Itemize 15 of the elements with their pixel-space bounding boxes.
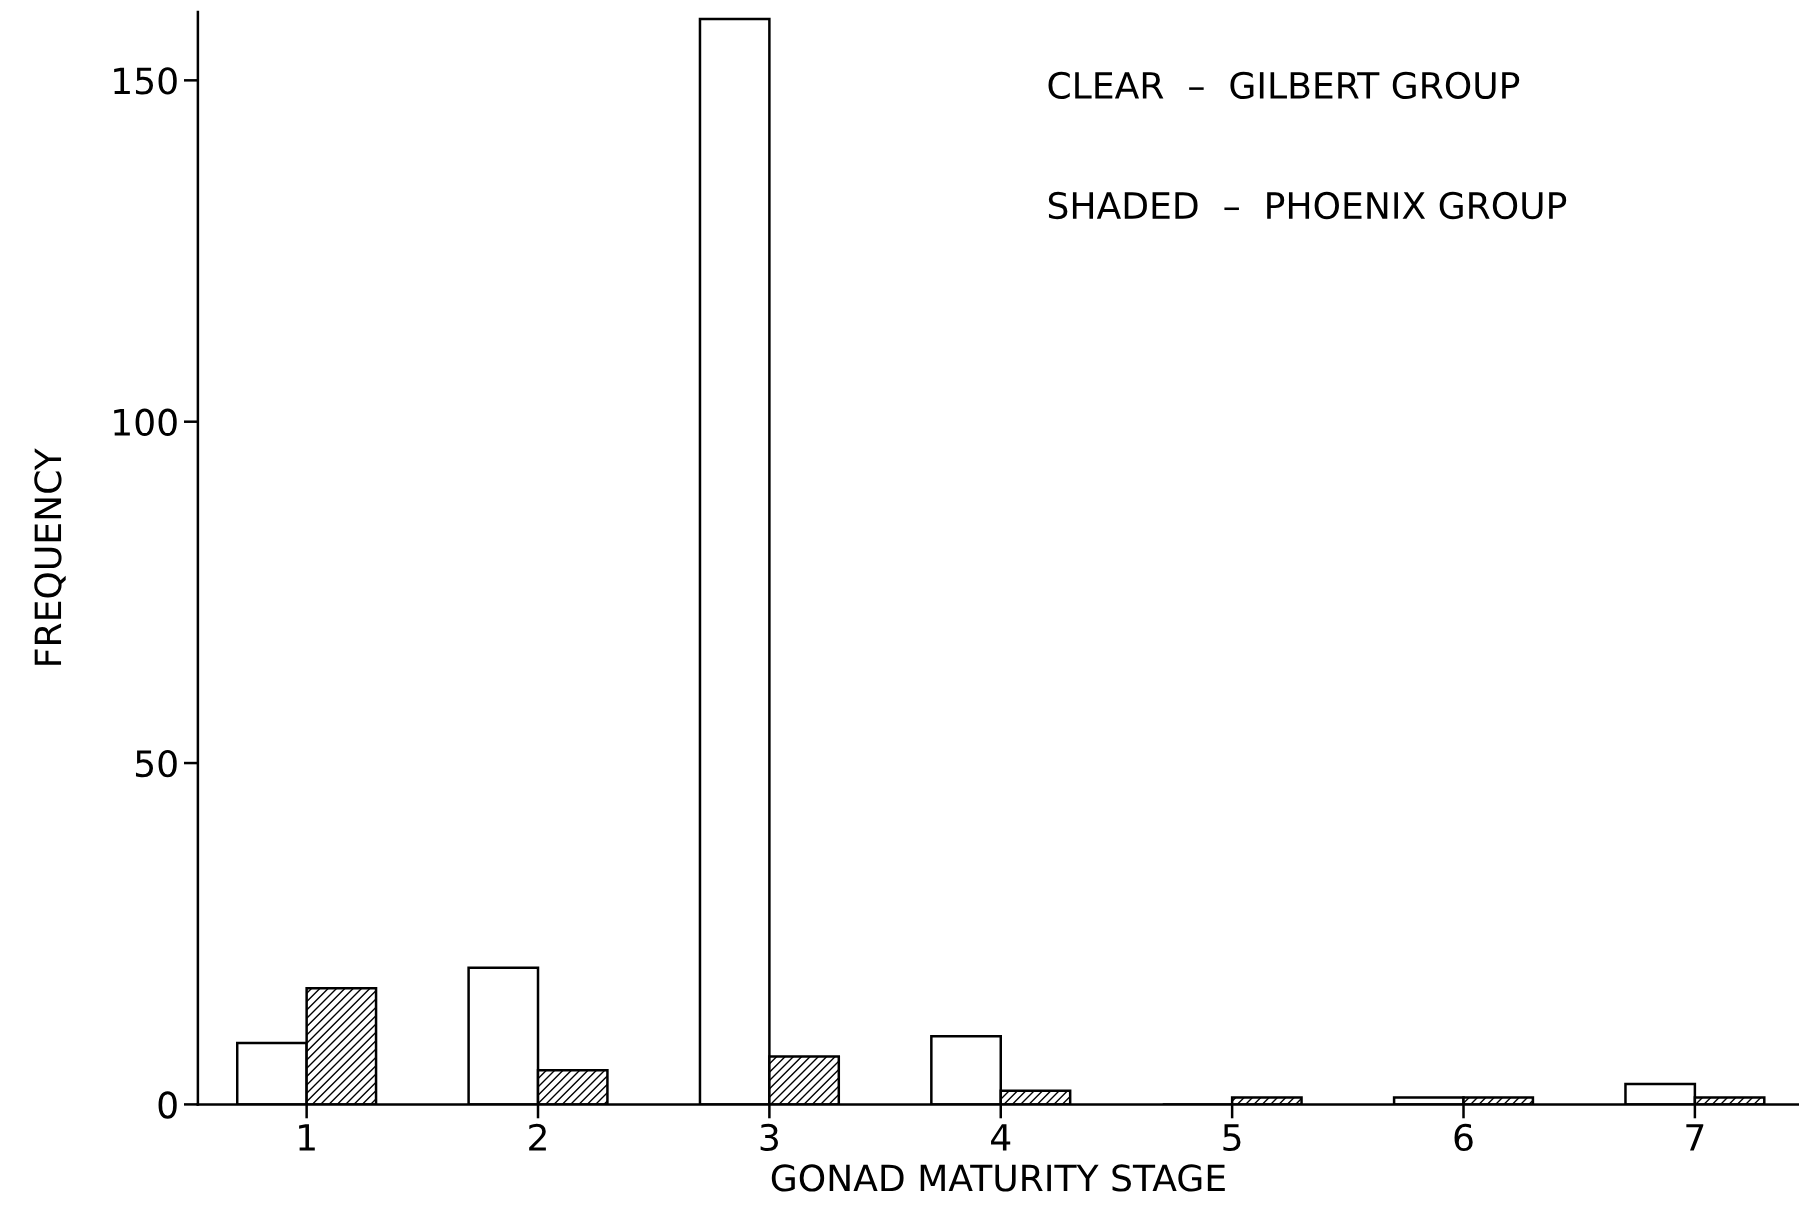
x-tick-label: 5 (1223, 1124, 1241, 1152)
y-tick-label: 150 (114, 67, 177, 95)
y-tick-label: 100 (114, 408, 177, 436)
y-tick-label: 0 (158, 1091, 177, 1119)
y-axis-title: FREQUENCY (34, 448, 66, 665)
x-tick-label: 3 (760, 1123, 778, 1152)
annotation: SHADED – PHOENIX GROUP (1048, 191, 1567, 220)
x-tick-label: 2 (529, 1123, 546, 1151)
annotation: CLEAR – GILBERT GROUP (1048, 71, 1520, 100)
x-tick-label: 1 (299, 1124, 315, 1151)
x-tick-label: 4 (991, 1124, 1011, 1151)
x-tick-label: 7 (1686, 1124, 1704, 1151)
x-tick-label: 6 (1454, 1123, 1473, 1152)
x-axis-title: GONAD MATURITY STAGE (771, 1164, 1225, 1192)
y-tick-label: 50 (135, 749, 177, 778)
